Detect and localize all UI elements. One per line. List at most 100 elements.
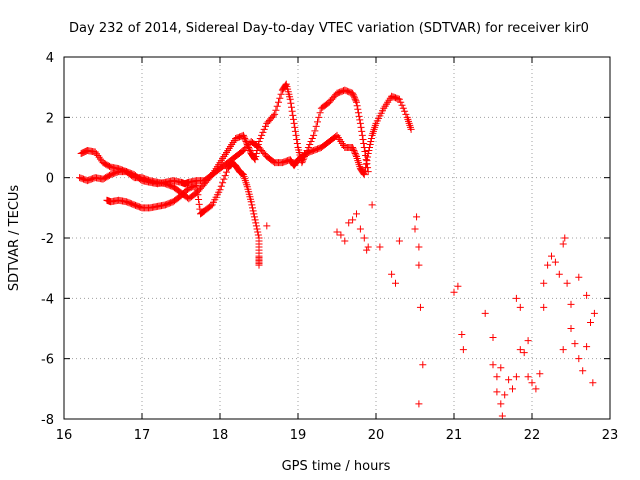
x-axis-label: GPS time / hours bbox=[282, 459, 391, 474]
x-tick-label: 17 bbox=[134, 428, 151, 443]
data-point bbox=[194, 191, 202, 199]
data-point bbox=[248, 201, 256, 209]
data-point bbox=[366, 140, 374, 148]
data-point bbox=[333, 228, 341, 236]
data-point bbox=[293, 135, 301, 143]
data-point bbox=[253, 225, 261, 233]
data-point bbox=[207, 172, 215, 180]
data-point bbox=[489, 334, 497, 342]
data-point bbox=[193, 181, 201, 189]
data-point bbox=[252, 222, 260, 230]
data-point bbox=[360, 144, 368, 151]
data-point bbox=[351, 150, 359, 158]
y-tick-label: -2 bbox=[41, 232, 54, 247]
data-point bbox=[252, 153, 260, 161]
x-tick-label: 18 bbox=[212, 428, 229, 443]
data-point bbox=[301, 153, 308, 161]
data-point bbox=[354, 109, 362, 117]
data-point bbox=[302, 150, 310, 158]
data-point bbox=[269, 112, 277, 120]
data-point bbox=[493, 373, 501, 381]
data-point bbox=[415, 261, 423, 269]
data-point bbox=[311, 127, 319, 135]
grid bbox=[64, 57, 610, 419]
data-point bbox=[358, 127, 366, 135]
data-point bbox=[293, 139, 301, 147]
data-point bbox=[575, 355, 583, 363]
data-point bbox=[247, 198, 255, 206]
data-point bbox=[454, 282, 462, 290]
data-point bbox=[516, 346, 524, 354]
data-point bbox=[241, 134, 249, 142]
data-point bbox=[392, 279, 399, 287]
data-point bbox=[299, 156, 307, 164]
data-point bbox=[458, 331, 466, 339]
data-point bbox=[351, 94, 359, 102]
data-point bbox=[308, 134, 316, 142]
data-point bbox=[354, 105, 362, 113]
data-point bbox=[259, 128, 267, 136]
data-point bbox=[341, 237, 349, 245]
data-point bbox=[246, 147, 254, 155]
data-point bbox=[528, 379, 536, 387]
data-point bbox=[288, 107, 296, 115]
data-point bbox=[567, 325, 575, 332]
axis-ticks: 16 17 18 19 20 21 22 23 -8 -6 -4 -2 0 2 4 bbox=[41, 51, 618, 443]
data-point bbox=[252, 219, 260, 227]
data-point bbox=[95, 153, 103, 161]
data-point bbox=[459, 346, 467, 354]
data-point bbox=[288, 103, 295, 111]
data-point bbox=[243, 139, 251, 147]
data-point bbox=[349, 216, 357, 224]
data-point bbox=[361, 148, 369, 156]
data-point bbox=[312, 122, 320, 130]
data-point bbox=[243, 140, 251, 148]
data-point bbox=[364, 243, 372, 251]
data-point bbox=[337, 231, 345, 239]
data-point bbox=[254, 140, 262, 148]
data-point bbox=[275, 98, 282, 106]
data-point bbox=[365, 147, 373, 155]
data-point bbox=[559, 240, 567, 248]
data-point bbox=[540, 279, 548, 287]
data-point bbox=[356, 119, 364, 127]
data-point bbox=[571, 340, 579, 348]
data-point bbox=[251, 216, 259, 224]
y-tick-label: 2 bbox=[46, 111, 54, 126]
data-point bbox=[241, 136, 249, 144]
data-point bbox=[258, 131, 266, 139]
data-point bbox=[360, 171, 368, 179]
data-point bbox=[277, 90, 285, 98]
data-point bbox=[359, 135, 367, 143]
data-point bbox=[255, 261, 263, 269]
data-point bbox=[520, 349, 528, 357]
data-point bbox=[398, 101, 406, 109]
data-point bbox=[555, 270, 563, 278]
data-point bbox=[575, 273, 583, 281]
data-point bbox=[301, 151, 309, 159]
data-point bbox=[272, 106, 280, 114]
data-point bbox=[358, 131, 366, 139]
data-point bbox=[252, 150, 260, 158]
data-point bbox=[362, 156, 370, 164]
data-point bbox=[350, 147, 358, 155]
data-point bbox=[351, 148, 359, 156]
plot-frame bbox=[63, 56, 611, 420]
data-point bbox=[589, 379, 597, 387]
data-point bbox=[271, 110, 279, 118]
data-point bbox=[287, 99, 295, 107]
data-point bbox=[345, 219, 353, 227]
data-point bbox=[352, 97, 360, 105]
data-point bbox=[349, 89, 357, 97]
data-point bbox=[291, 123, 299, 131]
data-point bbox=[367, 134, 375, 142]
data-point bbox=[362, 152, 370, 160]
data-point bbox=[363, 246, 371, 254]
data-point bbox=[349, 145, 357, 153]
data-point bbox=[223, 168, 230, 176]
data-point bbox=[363, 160, 371, 168]
data-point bbox=[195, 196, 203, 204]
data-point bbox=[532, 385, 540, 393]
data-point bbox=[219, 179, 227, 187]
